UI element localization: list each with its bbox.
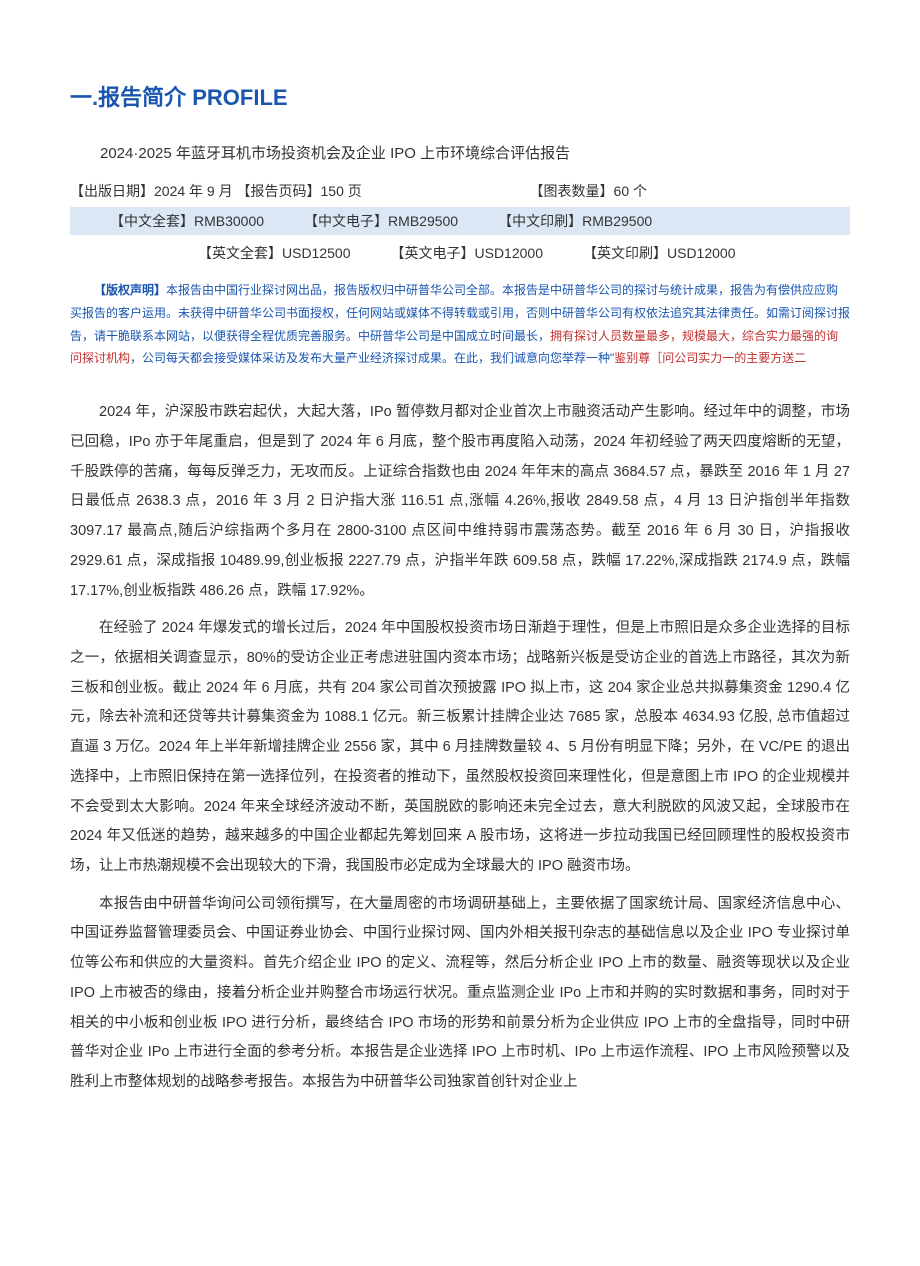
en-elec-label: 【英文电子】 bbox=[391, 245, 475, 261]
pub-date-value: 2024 年 9 月 bbox=[154, 183, 233, 199]
copyright-block: 【版权声明】本报告由中国行业探讨网出品，报告版权归中研普华公司全部。本报告是中研… bbox=[70, 279, 850, 370]
page-label: 【报告页码】 bbox=[237, 183, 321, 199]
en-full-label: 【英文全套】 bbox=[198, 245, 282, 261]
copyright-body2: ，公司每天都会接受媒体采访及发布大量产业经济探讨成果。在此，我们诚意向您举荐一种… bbox=[130, 351, 614, 365]
chart-label: 【图表数量】 bbox=[530, 183, 614, 199]
meta-row: 【出版日期】2024 年 9 月 【报告页码】150 页 【图表数量】60 个 bbox=[70, 181, 850, 201]
pricing-en-row: 【英文全套】USD12500 【英文电子】USD12000 【英文印刷】USD1… bbox=[190, 239, 850, 267]
section-heading: 一.报告简介 PROFILE bbox=[70, 80, 850, 112]
report-title: 2024·2025 年蓝牙耳机市场投资机会及企业 IPO 上市环境综合评估报告 bbox=[70, 142, 850, 163]
cn-full-label: 【中文全套】 bbox=[110, 213, 194, 229]
en-print-label: 【英文印刷】 bbox=[583, 245, 667, 261]
en-full-value: USD12500 bbox=[282, 245, 351, 261]
pricing-cn-row: 【中文全套】RMB30000 【中文电子】RMB29500 【中文印刷】RMB2… bbox=[70, 207, 850, 235]
page-value: 150 页 bbox=[321, 183, 362, 199]
chart-value: 60 个 bbox=[614, 183, 647, 199]
paragraph-2: 在经验了 2024 年爆发式的增长过后，2024 年中国股权投资市场日渐趋于理性… bbox=[70, 614, 850, 881]
en-elec-value: USD12000 bbox=[475, 245, 544, 261]
paragraph-1: 2024 年，沪深股市跌宕起伏，大起大落，IPo 暂停数月都对企业首次上市融资活… bbox=[70, 398, 850, 606]
copyright-red2: 鉴别尊［问公司实力一的主要方送二 bbox=[614, 351, 806, 365]
paragraph-3: 本报告由中研普华询问公司领衔撰写，在大量周密的市场调研基础上，主要依据了国家统计… bbox=[70, 890, 850, 1098]
cn-print-value: RMB29500 bbox=[582, 213, 652, 229]
cn-full-value: RMB30000 bbox=[194, 213, 264, 229]
en-print-value: USD12000 bbox=[667, 245, 736, 261]
cn-print-label: 【中文印刷】 bbox=[498, 213, 582, 229]
cn-elec-value: RMB29500 bbox=[388, 213, 458, 229]
copyright-tag: 【版权声明】 bbox=[94, 283, 166, 297]
pub-date-label: 【出版日期】 bbox=[70, 183, 154, 199]
cn-elec-label: 【中文电子】 bbox=[304, 213, 388, 229]
